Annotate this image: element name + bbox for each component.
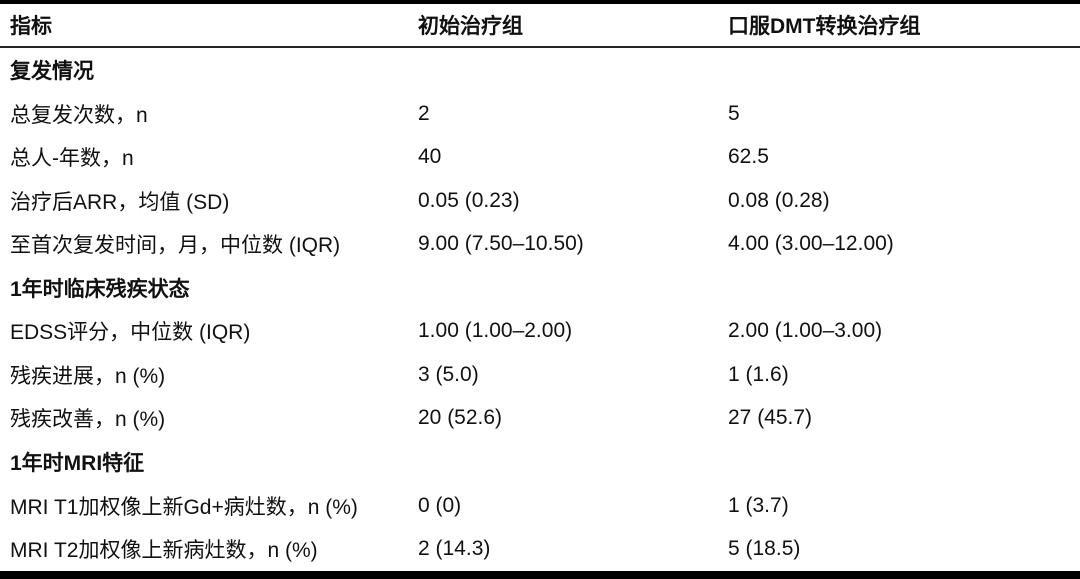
initial-group-value-cell: 1.00 (1.00–2.00): [418, 319, 573, 343]
table-row: MRI T1加权像上新Gd+病灶数，n (%) 0 (0) 1 (3.7): [0, 484, 1080, 528]
table-row: 总复发次数，n 2 5: [0, 92, 1080, 136]
section-title: 1年时临床残疾状态: [10, 277, 190, 301]
header-row: 指标 初始治疗组 口服DMT转换治疗组: [0, 4, 1080, 48]
switch-group-value-cell: 5: [728, 101, 740, 125]
row-label-cell: MRI T2加权像上新病灶数，n (%): [10, 539, 318, 563]
initial-group-value-cell: 0.05 (0.23): [418, 188, 520, 212]
switch-group-value-cell: 2.00 (1.00–3.00): [728, 319, 883, 343]
switch-group-value-cell: 62.5: [728, 145, 769, 169]
table-row: 残疾进展，n (%) 3 (5.0) 1 (1.6): [0, 353, 1080, 397]
initial-group-value-cell: 3 (5.0): [418, 362, 479, 386]
row-label-cell: 治疗后ARR，均值 (SD): [10, 190, 230, 214]
section-header-row: 复发情况: [0, 47, 1080, 92]
initial-group-value-cell: 0 (0): [418, 493, 462, 517]
column-header-initial-treatment-group: 初始治疗组: [418, 4, 728, 48]
row-label-cell: 残疾改善，n (%): [10, 408, 166, 432]
section-header-row: 1年时临床残疾状态: [0, 266, 1080, 310]
row-label-cell: EDSS评分，中位数 (IQR): [10, 321, 251, 345]
initial-group-value-cell: 2: [418, 101, 430, 125]
section-title: 1年时MRI特征: [10, 452, 145, 475]
row-label-cell: 总复发次数，n: [10, 103, 148, 127]
table-row: MRI T2加权像上新病灶数，n (%) 2 (14.3) 5 (18.5): [0, 527, 1080, 571]
switch-group-value-cell: 5 (18.5): [728, 537, 801, 561]
table-row: 残疾改善，n (%) 20 (52.6) 27 (45.7): [0, 397, 1080, 441]
table-row: 总人-年数，n 40 62.5: [0, 136, 1080, 180]
initial-group-value-cell: 20 (52.6): [418, 406, 503, 430]
section-title: 复发情况: [10, 59, 94, 83]
initial-group-value-cell: 9.00 (7.50–10.50): [418, 232, 584, 256]
row-label-cell: 总人-年数，n: [10, 147, 134, 171]
column-header-indicator: 指标: [0, 4, 418, 48]
section-header-row: 1年时MRI特征: [0, 440, 1080, 484]
row-label-cell: MRI T1加权像上新Gd+病灶数，n (%): [10, 495, 358, 519]
table-row: EDSS评分，中位数 (IQR) 1.00 (1.00–2.00) 2.00 (1.…: [0, 310, 1080, 354]
switch-group-value-cell: 27 (45.7): [728, 406, 813, 430]
switch-group-value-cell: 1 (3.7): [728, 493, 789, 517]
row-label-cell: 至首次复发时间，月，中位数 (IQR): [10, 234, 341, 258]
table-row: 至首次复发时间，月，中位数 (IQR) 9.00 (7.50–10.50) 4.00…: [0, 223, 1080, 267]
switch-group-value-cell: 0.08 (0.28): [728, 188, 830, 212]
switch-group-value-cell: 1 (1.6): [728, 362, 789, 386]
column-header-oral-dmt-switch-group: 口服DMT转换治疗组: [728, 4, 1080, 48]
outcomes-comparison-table: 指标 初始治疗组 口服DMT转换治疗组 复发情况总复发次数，n 2 5 总人-年数，n…: [0, 4, 1080, 571]
row-label-cell: 残疾进展，n (%): [10, 364, 166, 388]
initial-group-value-cell: 40: [418, 145, 442, 169]
switch-group-value-cell: 4.00 (3.00–12.00): [728, 232, 894, 256]
table-row: 治疗后ARR，均值 (SD) 0.05 (0.23) 0.08 (0.28): [0, 179, 1080, 223]
initial-group-value-cell: 2 (14.3): [418, 537, 491, 561]
